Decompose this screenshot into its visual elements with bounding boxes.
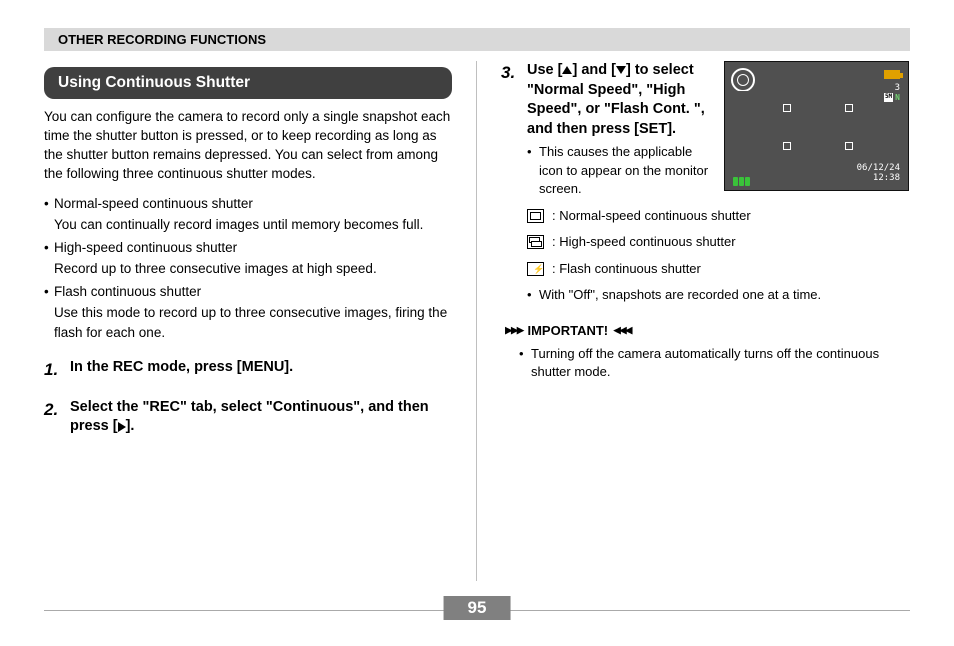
important-marks-right-icon: ◀◀◀ bbox=[613, 322, 630, 340]
right-arrow-icon bbox=[118, 422, 126, 432]
content-columns: Using Continuous Shutter You can configu… bbox=[44, 61, 910, 581]
important-heading: ▶▶▶ IMPORTANT! ◀◀◀ bbox=[505, 322, 909, 340]
icon-legend-row: : High-speed continuous shutter bbox=[527, 233, 909, 251]
icon-legend-row: : Normal-speed continuous shutter bbox=[527, 207, 909, 225]
down-arrow-icon bbox=[616, 66, 626, 74]
mode-name: Normal-speed continuous shutter bbox=[54, 194, 452, 213]
important-bullet: • Turning off the camera automatically t… bbox=[519, 345, 909, 382]
mode-desc: Use this mode to record up to three cons… bbox=[54, 303, 452, 341]
mode-name: Flash continuous shutter bbox=[54, 282, 452, 301]
mode-desc: Record up to three consecutive images at… bbox=[54, 259, 452, 278]
mode-name: High-speed continuous shutter bbox=[54, 238, 452, 257]
important-marks-left-icon: ▶▶▶ bbox=[505, 322, 522, 340]
mode-item: • High-speed continuous shutter bbox=[44, 238, 452, 257]
bullet-dot: • bbox=[527, 286, 539, 304]
right-column: 3. Use [] and [] to select "Normal Speed… bbox=[501, 61, 909, 581]
icon-label: : Normal-speed continuous shutter bbox=[552, 207, 751, 225]
high-speed-icon bbox=[527, 235, 544, 249]
camera-preview: 3 5M N 06/12/24 12:38 bbox=[724, 61, 909, 191]
step-number: 1. bbox=[44, 358, 70, 382]
chapter-header: OTHER RECORDING FUNCTIONS bbox=[44, 28, 910, 51]
modes-list: • Normal-speed continuous shutter You ca… bbox=[44, 194, 452, 342]
step2-b: ]. bbox=[126, 418, 135, 434]
icon-label: : High-speed continuous shutter bbox=[552, 233, 736, 251]
step-number: 2. bbox=[44, 398, 70, 437]
step-text: Select the "REC" tab, select "Continuous… bbox=[70, 398, 452, 437]
datetime: 06/12/24 12:38 bbox=[857, 164, 900, 184]
shutter-mode-icon bbox=[731, 68, 755, 92]
battery-level-icon bbox=[733, 173, 755, 182]
icon-legend-row: ⚡ : Flash continuous shutter bbox=[527, 260, 909, 278]
up-arrow-icon bbox=[562, 66, 572, 74]
chapter-title: OTHER RECORDING FUNCTIONS bbox=[58, 32, 266, 47]
sub-bullet: • This causes the applicable icon to app… bbox=[527, 143, 712, 198]
important-text: Turning off the camera automatically tur… bbox=[531, 345, 909, 382]
bullet-dot: • bbox=[44, 282, 54, 301]
intro-text: You can configure the camera to record o… bbox=[44, 107, 452, 184]
sub-text: This causes the applicable icon to appea… bbox=[539, 143, 712, 198]
step3-a: Use [ bbox=[527, 62, 562, 78]
section-title: Using Continuous Shutter bbox=[44, 67, 452, 99]
normal-speed-icon bbox=[527, 209, 544, 223]
quality-indicator: 5M N bbox=[884, 92, 900, 103]
focus-frame bbox=[783, 104, 853, 150]
icon-label: : Flash continuous shutter bbox=[552, 260, 701, 278]
step-number: 3. bbox=[501, 61, 527, 139]
step-1: 1. In the REC mode, press [MENU]. bbox=[44, 358, 452, 382]
page-number: 95 bbox=[444, 596, 511, 620]
quality-box: 5M bbox=[884, 93, 893, 102]
bullet-dot: • bbox=[44, 194, 54, 213]
column-divider bbox=[476, 61, 477, 581]
left-column: Using Continuous Shutter You can configu… bbox=[44, 61, 452, 581]
step3-b: ] and [ bbox=[572, 62, 616, 78]
battery-icon bbox=[884, 70, 900, 79]
flash-cont-icon: ⚡ bbox=[527, 262, 544, 276]
sub-text: With "Off", snapshots are recorded one a… bbox=[539, 286, 909, 304]
step-text: In the REC mode, press [MENU]. bbox=[70, 358, 452, 382]
step-text: Use [] and [] to select "Normal Speed", … bbox=[527, 61, 712, 139]
quality-n: N bbox=[895, 92, 900, 103]
mode-item: • Flash continuous shutter bbox=[44, 282, 452, 301]
bullet-dot: • bbox=[527, 143, 539, 198]
sub-bullet: • With "Off", snapshots are recorded one… bbox=[527, 286, 909, 304]
bullet-dot: • bbox=[44, 238, 54, 257]
time: 12:38 bbox=[857, 174, 900, 184]
mode-desc: You can continually record images until … bbox=[54, 215, 452, 234]
important-label: IMPORTANT! bbox=[527, 322, 608, 340]
step-2: 2. Select the "REC" tab, select "Continu… bbox=[44, 398, 452, 437]
step-3: 3. Use [] and [] to select "Normal Speed… bbox=[501, 61, 712, 139]
bullet-dot: • bbox=[519, 345, 531, 382]
mode-item: • Normal-speed continuous shutter bbox=[44, 194, 452, 213]
